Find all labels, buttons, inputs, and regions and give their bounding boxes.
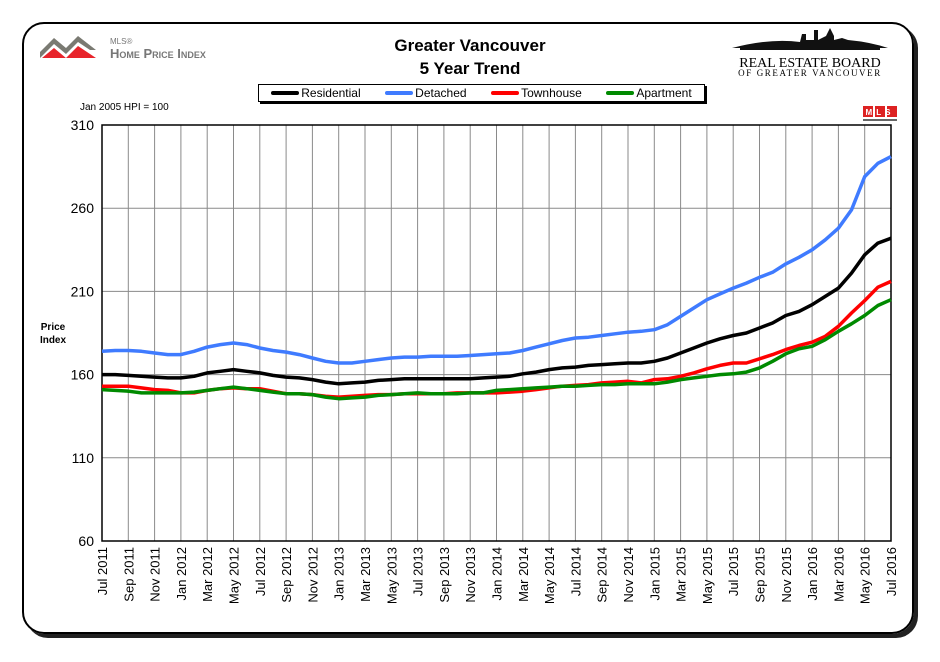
x-tick-label: Mar 2016: [831, 547, 846, 602]
x-tick-label: Jul 2015: [726, 547, 741, 596]
x-tick-label: Nov 2013: [463, 547, 478, 603]
x-tick-label: Jan 2012: [174, 547, 189, 601]
legend: Residential Detached Townhouse Apartment: [258, 84, 705, 102]
legend-item-townhouse: Townhouse: [491, 86, 582, 100]
x-tick-label: Mar 2012: [200, 547, 215, 602]
mls-badge-icon: MLS: [863, 106, 897, 121]
x-tick-label: Sep 2012: [279, 547, 294, 603]
x-tick-label: Nov 2011: [148, 547, 163, 602]
hpi-logo-small: MLS®: [110, 37, 132, 46]
chart-frame: [22, 22, 914, 634]
x-tick-label: May 2012: [227, 547, 242, 604]
y-tick-label: 310: [71, 117, 95, 133]
y-tick-label: 210: [71, 283, 95, 299]
y-tick-label: 60: [78, 533, 94, 549]
y-axis-title: Price Index: [39, 322, 67, 346]
x-tick-label: Nov 2014: [621, 547, 636, 603]
chart-title-line2: 5 Year Trend: [419, 59, 521, 78]
x-tick-label: Sep 2013: [437, 547, 452, 603]
series-line-detached: [101, 155, 892, 365]
x-tick-label: Mar 2015: [674, 547, 689, 602]
chart-title-line1: Greater Vancouver: [394, 36, 546, 55]
series-line-residential: [102, 236, 892, 386]
x-tick-label: Mar 2014: [516, 547, 531, 602]
x-tick-label: Jul 2014: [568, 547, 583, 596]
x-tick-label: Jan 2014: [490, 547, 505, 601]
x-tick-label: May 2013: [384, 547, 399, 604]
x-tick-label: Sep 2014: [595, 547, 610, 603]
x-tick-label: Nov 2015: [779, 547, 794, 603]
y-tick-label: 260: [71, 200, 95, 216]
plot-area-border: [101, 124, 892, 542]
hpi-base-note: Jan 2005 HPI = 100: [80, 102, 169, 113]
mls-hpi-logo: MLS® Home Price Index: [40, 36, 206, 61]
y-tick-label: 160: [71, 367, 95, 383]
x-tick-label: May 2014: [542, 547, 557, 604]
board-logo-line1: REAL ESTATE BOARD: [739, 56, 880, 70]
svg-text:MLS: MLS: [866, 108, 895, 117]
x-tick-label: May 2016: [858, 547, 873, 604]
real-estate-board-logo: REAL ESTATE BOARD: [732, 28, 888, 70]
x-tick-label: Jul 2012: [253, 547, 268, 596]
x-tick-label: Nov 2012: [305, 547, 320, 603]
x-tick-label: Sep 2011: [121, 547, 136, 602]
y-tick-label: 110: [72, 450, 95, 466]
hpi-logo-text: Home Price Index: [110, 46, 206, 61]
x-tick-label: Jan 2016: [805, 547, 820, 601]
legend-item-detached: Detached: [385, 86, 467, 100]
legend-item-apartment: Apartment: [606, 86, 692, 100]
board-logo-line2: OF GREATER VANCOUVER: [738, 68, 882, 78]
x-tick-label: Jul 2016: [884, 547, 899, 596]
x-tick-label: Jan 2013: [332, 547, 347, 601]
series-line-apartment: [101, 298, 892, 401]
legend-item-residential: Residential: [271, 86, 361, 100]
x-tick-label: Jul 2011: [95, 547, 110, 595]
x-tick-label: Jul 2013: [411, 547, 426, 596]
x-tick-label: May 2015: [700, 547, 715, 604]
x-tick-label: Mar 2013: [358, 547, 373, 602]
x-tick-label: Sep 2015: [753, 547, 768, 603]
x-tick-label: Jan 2015: [647, 547, 662, 601]
